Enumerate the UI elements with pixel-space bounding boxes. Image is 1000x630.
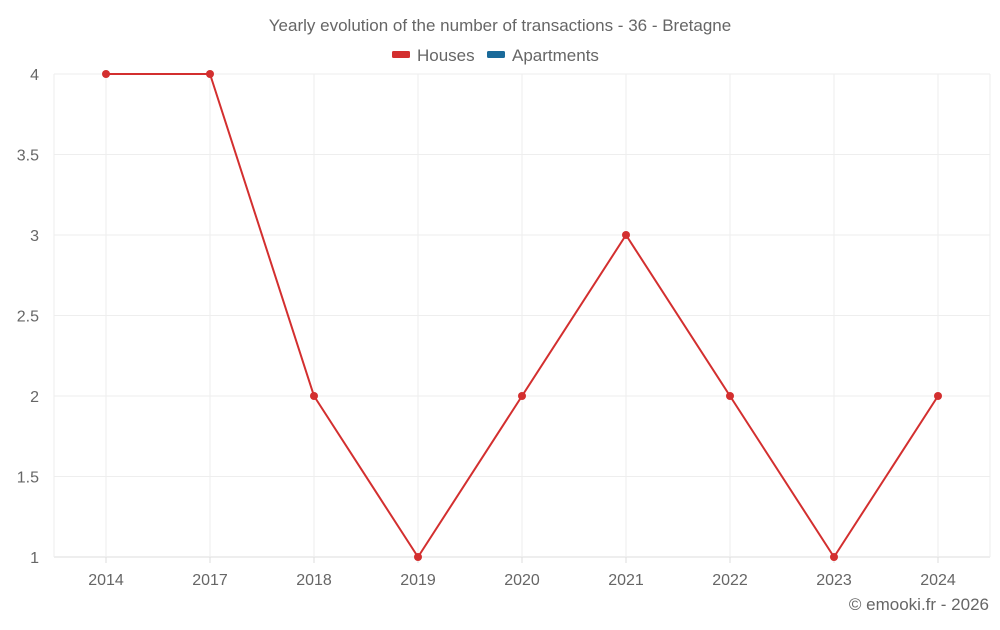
data-point-houses[interactable] [830, 553, 838, 561]
x-tick-label: 2022 [712, 572, 748, 589]
y-tick-label: 3 [30, 228, 39, 245]
footer-credit: © emooki.fr - 2026 [849, 595, 989, 614]
data-point-houses[interactable] [414, 553, 422, 561]
legend-label-apartments[interactable]: Apartments [512, 46, 599, 65]
grid [53, 73, 991, 558]
legend-swatch-houses[interactable] [392, 51, 410, 58]
data-point-houses[interactable] [310, 392, 318, 400]
data-point-houses[interactable] [934, 392, 942, 400]
y-tick-label: 2.5 [17, 309, 39, 326]
x-tick-label: 2017 [192, 572, 228, 589]
x-tick-label: 2020 [504, 572, 540, 589]
chart-title: Yearly evolution of the number of transa… [269, 16, 731, 35]
x-tick-label: 2023 [816, 572, 852, 589]
series-layer [102, 70, 942, 561]
x-axis: 2014 2017 2018 2019 2020 2021 2022 2023 2024 [88, 557, 956, 589]
y-tick-label: 2 [30, 389, 39, 406]
data-point-houses[interactable] [518, 392, 526, 400]
y-tick-label: 1.5 [17, 470, 39, 487]
legend-label-houses[interactable]: Houses [417, 46, 475, 65]
y-axis: 1 1.5 2 2.5 3 3.5 4 [17, 67, 39, 567]
x-tick-label: 2014 [88, 572, 124, 589]
y-tick-label: 1 [30, 550, 39, 567]
legend: Houses Apartments [392, 46, 599, 65]
data-point-houses[interactable] [206, 70, 214, 78]
data-point-houses[interactable] [102, 70, 110, 78]
x-tick-label: 2018 [296, 572, 332, 589]
x-tick-label: 2021 [608, 572, 644, 589]
data-point-houses[interactable] [726, 392, 734, 400]
data-point-houses[interactable] [622, 231, 630, 239]
legend-swatch-apartments[interactable] [487, 51, 505, 58]
y-tick-label: 4 [30, 67, 39, 84]
y-tick-label: 3.5 [17, 148, 39, 165]
x-tick-label: 2024 [920, 572, 956, 589]
x-tick-label: 2019 [400, 572, 436, 589]
